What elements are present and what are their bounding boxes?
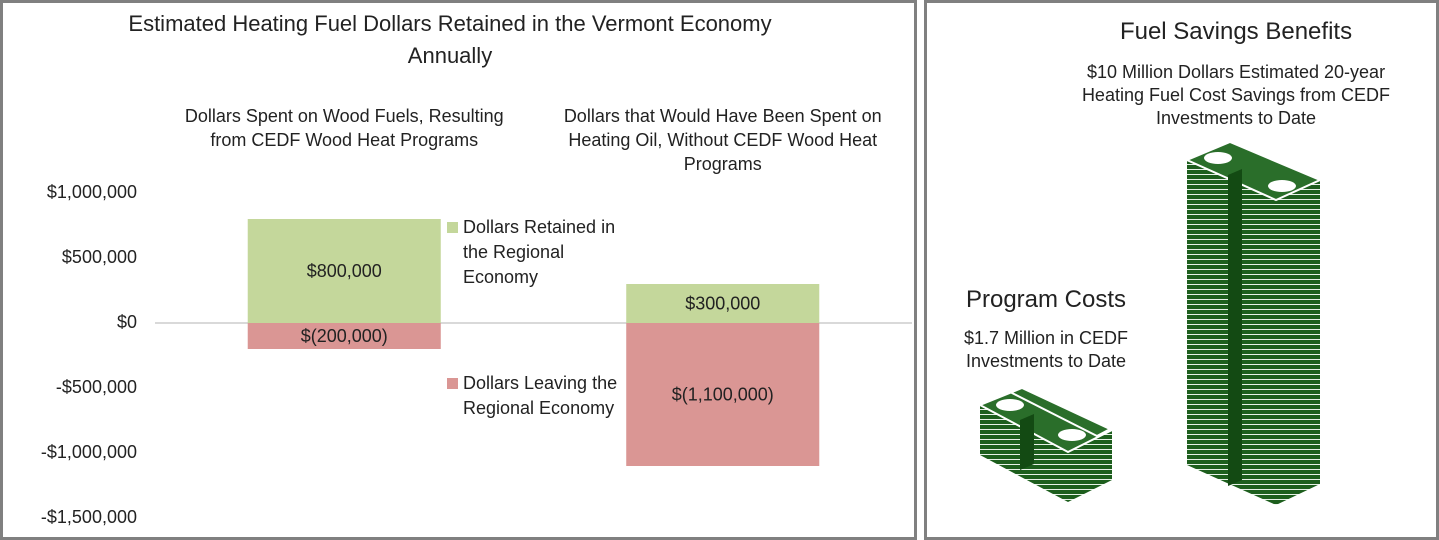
legend-swatch bbox=[447, 222, 458, 233]
costs-heading: Program Costs bbox=[936, 285, 1156, 315]
y-tick-label: $0 bbox=[117, 312, 137, 332]
legend-swatch bbox=[447, 378, 458, 389]
costs-text: $1.7 Million in CEDF Investments to Date bbox=[936, 327, 1156, 373]
data-label: $(1,100,000) bbox=[672, 384, 774, 404]
y-tick-label: $1,000,000 bbox=[47, 182, 137, 202]
data-label: $300,000 bbox=[685, 293, 760, 313]
y-tick-label: -$1,000,000 bbox=[41, 442, 137, 462]
data-label: $(200,000) bbox=[301, 326, 388, 346]
x-category-label: Dollars Spent on Wood Fuels, Resulting f… bbox=[174, 104, 514, 152]
page: -$1,500,000 -$1,000,000 -$500,000 $0 $500,00… bbox=[0, 0, 1439, 540]
money-stack-tall bbox=[1187, 142, 1320, 505]
y-tick-label: $500,000 bbox=[62, 247, 137, 267]
chart-title: Estimated Heating Fuel Dollars Retained … bbox=[100, 8, 800, 72]
legend-label: Dollars Leaving the Regional Economy bbox=[463, 371, 633, 421]
benefits-heading: Fuel Savings Benefits bbox=[1040, 17, 1432, 47]
legend-label: Dollars Retained in the Regional Economy bbox=[463, 215, 633, 290]
benefits-text: $10 Million Dollars Estimated 20-year He… bbox=[1066, 61, 1406, 130]
y-tick-label: -$500,000 bbox=[56, 377, 137, 397]
y-tick-label: -$1,500,000 bbox=[41, 507, 137, 527]
x-category-label: Dollars that Would Have Been Spent on He… bbox=[553, 104, 893, 176]
money-stack-small bbox=[980, 386, 1112, 502]
data-label: $800,000 bbox=[307, 261, 382, 281]
